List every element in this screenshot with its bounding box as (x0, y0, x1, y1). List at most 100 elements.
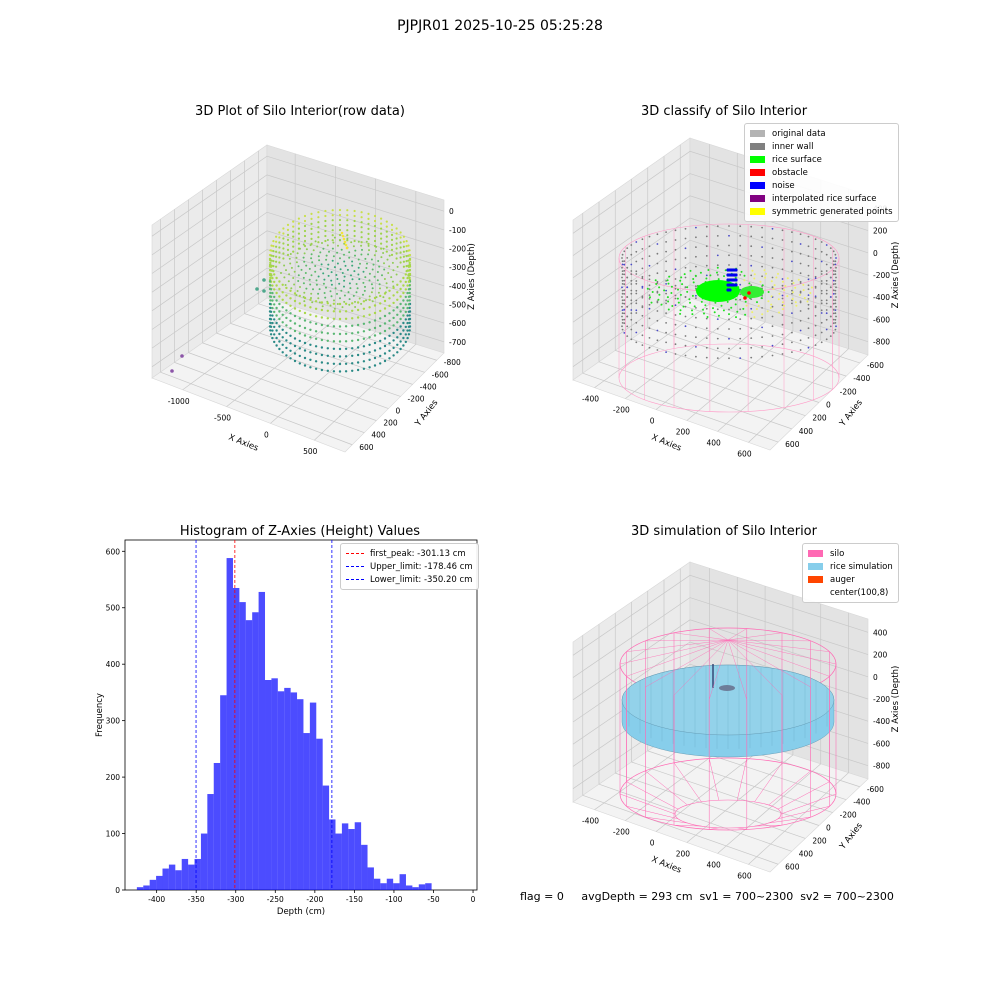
raw-point (396, 351, 399, 354)
cls-wall-point (781, 258, 784, 261)
raw-point (278, 295, 281, 298)
raw-point (269, 333, 273, 336)
raw-grid-x (226, 318, 336, 407)
raw-point (333, 299, 335, 302)
cls-wall-point (807, 337, 810, 339)
raw-point (332, 347, 336, 350)
cls-wall-point (728, 225, 730, 227)
raw-point (356, 346, 360, 349)
cls-wall-point (665, 250, 667, 253)
cls-surface-point (794, 301, 797, 304)
cls-wall-point (825, 273, 828, 276)
raw-point (402, 336, 405, 340)
raw-point (357, 258, 360, 261)
raw-point (275, 250, 278, 253)
raw-point (354, 300, 356, 303)
cls-wall-point (641, 305, 644, 307)
cls-wall-point (728, 318, 730, 321)
raw-point (379, 287, 381, 290)
raw-point (293, 322, 297, 325)
cls-wall-point (832, 273, 835, 276)
raw-point (381, 274, 383, 277)
histogram-bar (207, 794, 214, 890)
cls-wall-point (641, 344, 644, 346)
raw-grid-x (182, 306, 296, 391)
raw-point (268, 325, 272, 328)
raw-point (402, 314, 405, 317)
sim-silo-roof-rib (727, 639, 811, 642)
raw-point (346, 234, 349, 237)
raw-point (314, 360, 318, 363)
cls-wall-point (621, 279, 624, 282)
raw-point (271, 284, 274, 287)
sim-silo-roof-rib (727, 639, 830, 677)
cls-wall-point (761, 326, 763, 329)
cls-wall-point (626, 325, 629, 328)
raw-point (406, 284, 409, 287)
cls-surface-point (783, 289, 786, 292)
raw-point (346, 219, 349, 222)
raw-point (285, 354, 288, 357)
raw-point (362, 360, 366, 363)
raw-point (317, 292, 320, 295)
cls-wall-point (626, 247, 629, 250)
cls-wall-point (630, 263, 633, 266)
raw-point (338, 325, 342, 328)
cls-surface-point (679, 279, 682, 282)
cls-surface-point (679, 309, 682, 312)
raw-point (353, 270, 356, 273)
raw-point (351, 278, 354, 281)
raw-point (310, 253, 313, 256)
histogram-xaxis-label: Depth (cm) (277, 907, 325, 917)
raw-point (363, 289, 366, 292)
cls-wall-point (630, 309, 633, 311)
raw-point (320, 316, 324, 319)
raw-point (406, 314, 409, 317)
raw-point (388, 254, 391, 257)
raw-point (360, 253, 363, 256)
raw-point (404, 280, 407, 284)
cls-wall-point (791, 341, 793, 344)
cls-wall-point (834, 318, 837, 321)
raw-point (343, 285, 345, 288)
cls-wall-point (814, 324, 817, 327)
cls-wall-point (705, 225, 708, 228)
raw-point (385, 235, 388, 238)
raw-point (289, 289, 292, 292)
cls-wall-point (829, 247, 832, 250)
raw-point (406, 276, 409, 280)
raw-point (330, 279, 333, 282)
cls-surface-point (650, 301, 653, 304)
cls-wall-point (656, 262, 659, 265)
raw-point (350, 274, 352, 277)
raw-point (395, 257, 398, 260)
cls-wall-point (771, 247, 774, 250)
raw-point (293, 314, 297, 318)
raw-point (346, 224, 349, 227)
cls-wall-point (621, 263, 624, 266)
raw-point (278, 287, 281, 291)
raw-point (300, 268, 303, 271)
raw-point (399, 280, 402, 283)
cls-wall-point (781, 333, 784, 336)
raw-point (373, 296, 377, 300)
cls-wall-point (623, 302, 626, 305)
cls-wall-point (807, 278, 810, 281)
raw-point (387, 272, 390, 274)
raw-point (360, 221, 363, 224)
cls-grid-y (615, 350, 806, 417)
raw-point (303, 300, 306, 303)
raw-point (405, 250, 408, 253)
cls-legend-label: noise (772, 180, 795, 191)
raw-point (353, 224, 356, 228)
raw-point (380, 237, 383, 240)
raw-point (288, 257, 291, 260)
raw-point (353, 209, 356, 213)
cls-wall-point (820, 280, 823, 282)
sim-xtick-label: -200 (613, 828, 630, 837)
raw-point (331, 224, 334, 227)
raw-point (402, 245, 405, 248)
cls-surface-point (767, 291, 770, 293)
cls-surface-point (689, 269, 692, 272)
cls-wall-point (739, 274, 742, 276)
